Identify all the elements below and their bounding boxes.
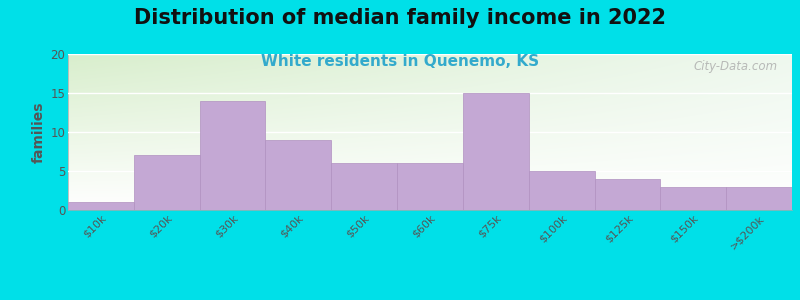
Bar	[463, 93, 529, 210]
Bar	[529, 171, 594, 210]
Bar	[726, 187, 792, 210]
Text: City-Data.com: City-Data.com	[694, 60, 778, 73]
Text: Distribution of median family income in 2022: Distribution of median family income in …	[134, 8, 666, 28]
Y-axis label: families: families	[32, 101, 46, 163]
Bar	[660, 187, 726, 210]
Bar	[68, 202, 134, 210]
Bar	[331, 163, 397, 210]
Text: White residents in Quenemo, KS: White residents in Quenemo, KS	[261, 54, 539, 69]
Bar	[134, 155, 200, 210]
Bar	[200, 101, 266, 210]
Bar	[266, 140, 331, 210]
Bar	[594, 179, 660, 210]
Bar	[397, 163, 463, 210]
